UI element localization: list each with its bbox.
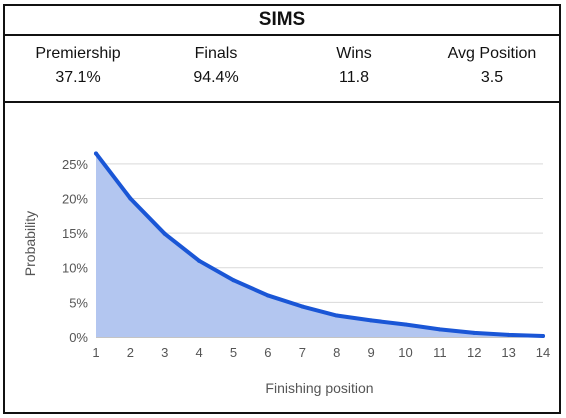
probability-line bbox=[94, 151, 545, 338]
x-tick-label: 13 bbox=[501, 345, 515, 360]
data-point bbox=[506, 332, 511, 337]
stat-avg-position: Avg Position 3.5 bbox=[427, 44, 557, 88]
x-axis-title: Finishing position bbox=[265, 380, 373, 396]
y-tick-label: 15% bbox=[62, 226, 88, 241]
data-point bbox=[265, 293, 270, 298]
data-point bbox=[94, 151, 98, 156]
y-tick-label: 10% bbox=[62, 261, 88, 276]
data-point bbox=[300, 304, 305, 309]
data-point bbox=[197, 258, 202, 263]
x-tick-label: 3 bbox=[161, 345, 168, 360]
x-tick-label: 8 bbox=[333, 345, 340, 360]
y-tick-label: 25% bbox=[62, 157, 88, 172]
data-point bbox=[369, 318, 374, 323]
data-point bbox=[472, 330, 477, 335]
card-title: SIMS bbox=[258, 9, 306, 30]
y-axis-title: Probability bbox=[22, 211, 38, 276]
x-tick-label: 9 bbox=[367, 345, 374, 360]
y-tick-label: 5% bbox=[69, 295, 88, 310]
stat-wins: Wins 11.8 bbox=[289, 44, 419, 88]
stat-premiership: Premiership 37.1% bbox=[13, 44, 143, 88]
x-tick-label: 6 bbox=[264, 345, 271, 360]
data-point bbox=[162, 231, 167, 236]
stat-label: Finals bbox=[194, 45, 238, 62]
x-tick-label: 10 bbox=[398, 345, 412, 360]
data-point bbox=[231, 278, 236, 283]
stat-label: Wins bbox=[336, 45, 372, 62]
x-tick-label: 1 bbox=[92, 345, 99, 360]
data-point bbox=[403, 322, 408, 327]
x-tick-label: 7 bbox=[299, 345, 306, 360]
x-tick-label: 2 bbox=[127, 345, 134, 360]
data-point bbox=[334, 313, 339, 318]
x-tick-label: 12 bbox=[467, 345, 481, 360]
y-tick-label: 0% bbox=[69, 330, 88, 345]
data-point bbox=[128, 196, 133, 201]
x-tick-label: 5 bbox=[230, 345, 237, 360]
stat-label: Premiership bbox=[35, 45, 121, 62]
stat-value: 37.1% bbox=[55, 69, 101, 86]
data-point bbox=[437, 327, 442, 332]
x-tick-label: 4 bbox=[196, 345, 203, 360]
y-tick-label: 20% bbox=[62, 191, 88, 206]
title-row: SIMS bbox=[5, 6, 559, 36]
data-point bbox=[541, 333, 545, 338]
x-tick-label: 14 bbox=[536, 345, 550, 360]
stats-header: SIMS Premiership 37.1% Finals 94.4% Wins… bbox=[5, 6, 559, 103]
x-tick-label: 11 bbox=[433, 345, 447, 360]
stat-label: Avg Position bbox=[447, 45, 537, 62]
probability-area bbox=[96, 153, 543, 337]
stat-value: 11.8 bbox=[339, 69, 369, 86]
stat-value: 3.5 bbox=[480, 69, 504, 86]
stat-finals: Finals 94.4% bbox=[151, 44, 281, 88]
stat-value: 94.4% bbox=[193, 69, 239, 86]
